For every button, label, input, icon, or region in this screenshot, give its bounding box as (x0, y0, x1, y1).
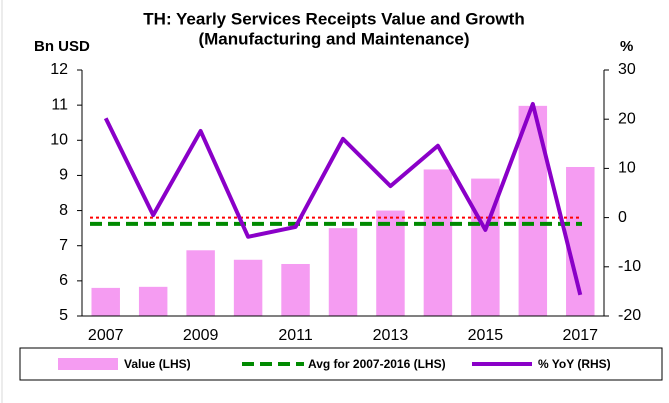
bar (186, 250, 215, 316)
y-tick-label: 9 (59, 167, 68, 184)
chart-title: (Manufacturing and Maintenance) (198, 29, 469, 48)
y2-axis-label: % (620, 38, 633, 55)
bar (376, 210, 405, 316)
y2-tick-label: 0 (618, 209, 627, 226)
y2-tick-label: -20 (618, 307, 641, 324)
bar (233, 259, 263, 316)
y-tick-label: 11 (51, 96, 68, 113)
y-tick-label: 8 (59, 202, 68, 219)
x-tick-label: 2007 (88, 327, 124, 344)
bar (328, 228, 358, 316)
legend-label: Avg for 2007-2016 (LHS) (308, 357, 446, 371)
bar (281, 263, 310, 316)
y-tick-label: 10 (50, 132, 68, 149)
bar (138, 286, 168, 316)
y-tick-label: 6 (59, 272, 68, 289)
y2-tick-label: 10 (618, 160, 636, 177)
y-axis-label: Bn USD (34, 38, 90, 55)
legend-label: % YoY (RHS) (538, 357, 611, 371)
y2-tick-label: 30 (618, 61, 636, 78)
bar (91, 287, 120, 316)
y-tick-label: 12 (50, 61, 68, 78)
y2-tick-label: -10 (618, 258, 641, 275)
x-tick-label: 2011 (278, 327, 313, 344)
y2-tick-label: 20 (618, 110, 636, 127)
x-tick-label: 2009 (183, 327, 219, 344)
legend-swatch (58, 358, 118, 370)
x-tick-label: 2017 (562, 327, 598, 344)
x-tick-label: 2013 (373, 327, 409, 344)
legend-label: Value (LHS) (124, 357, 191, 371)
legend-box (19, 347, 663, 381)
chart-title: TH: Yearly Services Receipts Value and G… (143, 9, 524, 28)
y-tick-label: 5 (59, 307, 68, 324)
x-tick-label: 2015 (468, 327, 504, 344)
line (103, 101, 583, 296)
y-tick-label: 7 (59, 237, 68, 254)
bar (423, 169, 453, 316)
